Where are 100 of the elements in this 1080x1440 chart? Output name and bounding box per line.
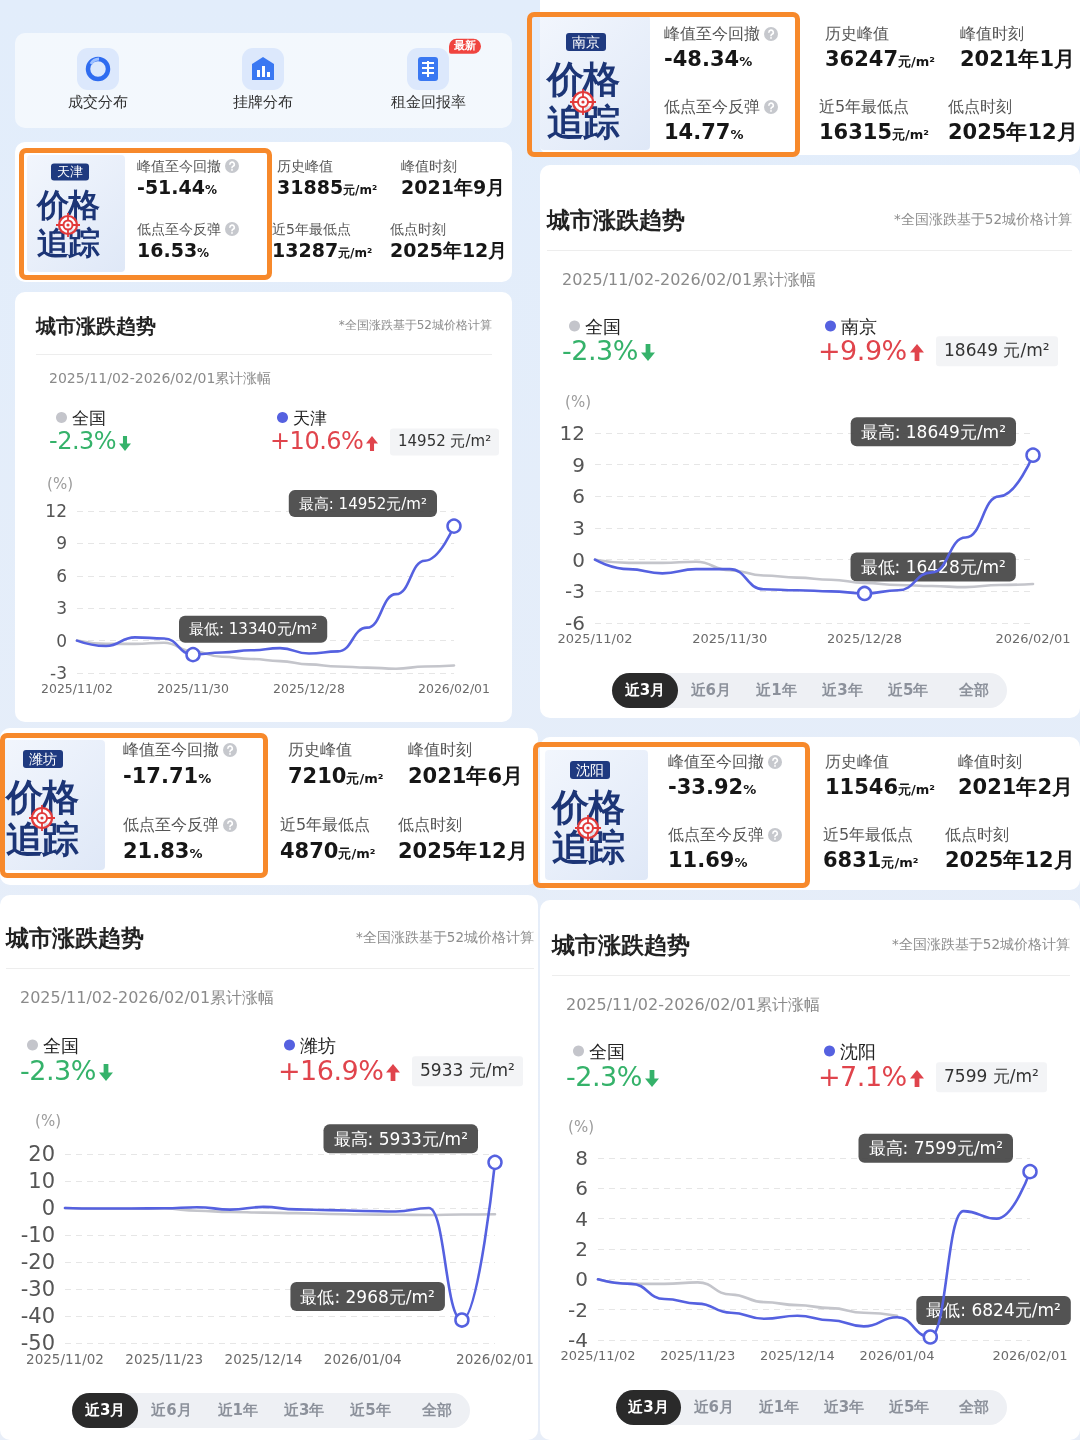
text: 低点至今反弹	[123, 814, 219, 835]
text: 近5年最低点	[272, 220, 351, 238]
y-tick-label: 0	[575, 1267, 588, 1292]
y-tick-label: 6	[575, 1176, 588, 1201]
category-label: 近3年	[282, 1400, 326, 1421]
category-label: 近6月	[692, 1397, 735, 1418]
y-tick-label: 6	[572, 484, 585, 509]
text: 低点时刻	[398, 814, 462, 835]
category-label: 近5年	[887, 680, 930, 701]
category-label: 成交分布	[68, 93, 128, 112]
x-tick-label: 2025/12/14	[224, 1351, 303, 1367]
y-axis-title: (%)	[568, 1117, 594, 1136]
y-tick-label: 12	[559, 421, 585, 445]
y-tick-label: -3	[50, 663, 67, 683]
text: -17.71%	[123, 763, 212, 788]
y-axis-title: (%)	[35, 1111, 61, 1130]
text: 低点时刻	[390, 220, 446, 238]
text: 峰值时刻	[401, 157, 457, 175]
category-label: 近1年	[216, 1400, 260, 1421]
chart-title: 城市涨跌趋势	[36, 313, 156, 338]
text: 2021年9月	[401, 176, 506, 199]
text: 峰值时刻	[408, 739, 472, 760]
text: 11.69%	[668, 847, 748, 872]
category-label: 租金回报率	[390, 93, 466, 112]
annotation: 最高: 18649元/m²	[860, 421, 1006, 442]
text: 16.53%	[137, 239, 210, 262]
annotation: 最低: 13340元/m²	[189, 620, 318, 639]
y-tick-label: 0	[56, 630, 67, 651]
category-label: 近3年	[822, 1397, 866, 1418]
legend-label: 南京	[841, 315, 877, 337]
legend-label: 全国	[43, 1034, 79, 1056]
text: 峰值至今回撤	[664, 23, 760, 44]
annotation: 最低: 2968元/m²	[300, 1286, 435, 1307]
text: *全国涨跌基于52城价格计算	[356, 929, 534, 946]
x-tick-label: 2025/12/28	[827, 631, 903, 646]
y-tick-label: 0	[572, 547, 585, 572]
text: 2021年6月	[408, 763, 524, 789]
chart-subtitle: 2025/11/02-2026/02/01累计涨幅	[562, 269, 817, 290]
y-tick-label: 6	[56, 565, 67, 586]
x-tick-label: 2026/02/01	[417, 681, 491, 696]
y-tick-label: 9	[56, 533, 67, 554]
chart-subtitle: 2025/11/02-2026/02/01累计涨幅	[20, 987, 275, 1008]
text: 14952 元/m²	[390, 428, 500, 456]
text: 天津	[51, 163, 89, 181]
text: 低点至今反弹	[664, 96, 760, 117]
text: 5933 元/m²	[412, 1056, 523, 1086]
text: 近5年最低点	[819, 96, 910, 117]
x-tick-label: 2025/11/23	[125, 1351, 204, 1367]
text: 2025年12月	[390, 239, 508, 262]
text: 16315元/m²	[819, 119, 930, 144]
text: +16.9%	[278, 1055, 384, 1087]
category-label: 近3月	[612, 673, 678, 708]
y-tick-label: 3	[572, 516, 585, 540]
text: 13287元/m²	[272, 239, 373, 262]
text: 2025年12月	[398, 838, 528, 864]
category-label: 挂牌分布	[233, 93, 293, 112]
legend-label: 全国	[585, 315, 621, 337]
legend-label: 潍坊	[300, 1034, 336, 1056]
text: 历史峰值	[825, 751, 889, 772]
y-axis-title: (%)	[47, 474, 73, 493]
text: 峰值至今回撤	[668, 751, 764, 772]
text: 历史峰值	[825, 23, 889, 44]
x-tick-label: 2026/01/04	[323, 1351, 402, 1367]
text: 峰值时刻	[958, 751, 1022, 772]
category-label: 近3年	[821, 680, 864, 701]
text: 最新	[449, 38, 481, 54]
text: -48.34%	[664, 46, 753, 71]
text: 6831元/m²	[823, 847, 919, 872]
annotation: 最高: 5933元/m²	[333, 1128, 468, 1149]
text: 18649 元/m²	[936, 336, 1058, 366]
y-tick-label: 4	[575, 1206, 588, 1231]
y-tick-label: -40	[20, 1304, 55, 1328]
text: -51.44%	[137, 176, 218, 199]
x-tick-label: 2025/11/30	[156, 681, 230, 696]
y-tick-label: 2	[575, 1237, 588, 1261]
legend-label: 沈阳	[840, 1040, 876, 1062]
text: 峰值时刻	[960, 23, 1024, 44]
text: 2021年2月	[958, 774, 1074, 800]
category-label: 近5年	[888, 1397, 931, 1418]
x-tick-label: 2026/01/04	[859, 1348, 935, 1363]
y-tick-label: 12	[45, 501, 67, 521]
chart-title: 城市涨跌趋势	[547, 206, 685, 234]
category-label: 近6月	[150, 1400, 193, 1421]
text: +9.9%	[818, 335, 907, 367]
y-tick-label: -3	[565, 579, 585, 604]
legend-label: 全国	[589, 1040, 625, 1062]
text: -2.3%	[49, 427, 117, 456]
text: 4870元/m²	[280, 838, 376, 863]
text: *全国涨跌基于52城价格计算	[892, 936, 1070, 953]
text: 36247元/m²	[825, 46, 936, 71]
y-tick-label: -30	[20, 1277, 55, 1301]
category-label: 全部	[958, 1397, 991, 1418]
text: 潍坊	[23, 749, 63, 769]
text: 31885元/m²	[277, 176, 378, 199]
y-tick-label: 0	[41, 1196, 55, 1220]
text: -2.3%	[20, 1055, 96, 1087]
text: 14.77%	[664, 119, 744, 144]
category-label: 全部	[420, 1400, 453, 1421]
category-label: 近3月	[616, 1390, 682, 1425]
y-tick-label: 9	[572, 452, 585, 477]
